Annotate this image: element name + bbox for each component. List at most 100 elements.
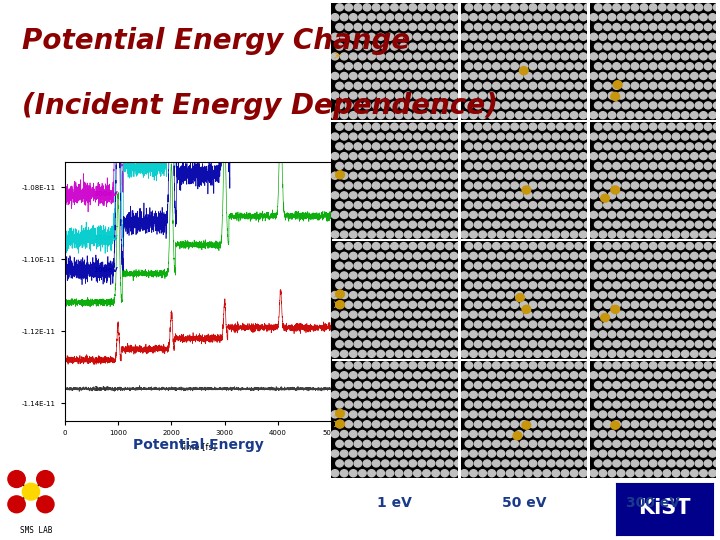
Circle shape: [640, 163, 648, 170]
Circle shape: [672, 411, 680, 418]
Circle shape: [506, 212, 514, 219]
Circle shape: [677, 460, 685, 467]
Circle shape: [539, 262, 546, 269]
Circle shape: [547, 460, 555, 467]
Circle shape: [368, 411, 375, 418]
Circle shape: [584, 221, 592, 228]
Circle shape: [377, 33, 384, 40]
Circle shape: [506, 470, 514, 477]
Circle shape: [511, 4, 518, 11]
Circle shape: [704, 341, 712, 348]
Circle shape: [659, 221, 666, 228]
Circle shape: [441, 272, 449, 279]
Circle shape: [331, 430, 339, 437]
Circle shape: [708, 192, 716, 199]
Circle shape: [418, 63, 426, 70]
Circle shape: [599, 392, 607, 399]
Circle shape: [382, 4, 389, 11]
Circle shape: [372, 282, 380, 289]
Circle shape: [522, 186, 531, 194]
Circle shape: [534, 14, 541, 21]
Circle shape: [354, 282, 361, 289]
Circle shape: [331, 212, 339, 219]
Circle shape: [690, 350, 698, 357]
Circle shape: [368, 14, 375, 21]
Circle shape: [543, 292, 551, 299]
Circle shape: [368, 133, 375, 140]
Circle shape: [446, 321, 453, 328]
Circle shape: [539, 123, 546, 130]
Circle shape: [654, 430, 662, 437]
Circle shape: [667, 123, 675, 130]
Circle shape: [529, 321, 536, 328]
Circle shape: [331, 470, 339, 477]
Circle shape: [345, 4, 353, 11]
Circle shape: [479, 72, 487, 79]
Circle shape: [479, 292, 487, 299]
Circle shape: [479, 153, 487, 160]
Circle shape: [450, 112, 458, 119]
Circle shape: [465, 123, 473, 130]
Circle shape: [479, 392, 487, 399]
Circle shape: [520, 321, 528, 328]
Circle shape: [672, 72, 680, 79]
Circle shape: [640, 201, 648, 208]
Circle shape: [547, 102, 555, 109]
Circle shape: [336, 409, 344, 417]
Circle shape: [659, 321, 666, 328]
Circle shape: [704, 182, 712, 189]
Circle shape: [461, 133, 468, 140]
Circle shape: [622, 401, 629, 408]
Circle shape: [391, 440, 398, 447]
Circle shape: [450, 33, 458, 40]
Circle shape: [454, 63, 462, 70]
Circle shape: [483, 221, 491, 228]
Circle shape: [506, 372, 514, 379]
Circle shape: [617, 311, 625, 318]
Circle shape: [349, 231, 357, 238]
X-axis label: Time [fs]: Time [fs]: [179, 442, 217, 451]
Circle shape: [479, 192, 487, 199]
Circle shape: [695, 321, 703, 328]
Circle shape: [534, 153, 541, 160]
Circle shape: [654, 272, 662, 279]
Circle shape: [566, 362, 573, 369]
Circle shape: [469, 470, 477, 477]
Circle shape: [400, 23, 408, 30]
Circle shape: [580, 14, 587, 21]
Circle shape: [479, 350, 487, 357]
Circle shape: [557, 163, 564, 170]
Circle shape: [626, 72, 634, 79]
Circle shape: [450, 231, 458, 238]
Circle shape: [649, 321, 657, 328]
Circle shape: [645, 53, 652, 60]
Circle shape: [469, 430, 477, 437]
Circle shape: [590, 153, 598, 160]
Circle shape: [372, 421, 380, 428]
Circle shape: [354, 143, 361, 150]
Circle shape: [502, 143, 509, 150]
Circle shape: [557, 341, 564, 348]
Circle shape: [336, 262, 343, 269]
Circle shape: [454, 460, 462, 467]
Circle shape: [511, 262, 518, 269]
Circle shape: [525, 350, 532, 357]
Circle shape: [603, 82, 611, 89]
Circle shape: [395, 331, 402, 338]
Circle shape: [547, 143, 555, 150]
Circle shape: [386, 172, 394, 179]
Circle shape: [590, 53, 598, 60]
Circle shape: [418, 123, 426, 130]
Circle shape: [672, 92, 680, 99]
Circle shape: [405, 252, 412, 259]
Circle shape: [645, 212, 652, 219]
Circle shape: [704, 282, 712, 289]
Circle shape: [631, 460, 639, 467]
Circle shape: [700, 92, 707, 99]
Circle shape: [690, 192, 698, 199]
Circle shape: [461, 153, 468, 160]
Circle shape: [695, 301, 703, 308]
Circle shape: [368, 450, 375, 457]
Text: 50eV: 50eV: [93, 299, 113, 306]
Circle shape: [640, 221, 648, 228]
